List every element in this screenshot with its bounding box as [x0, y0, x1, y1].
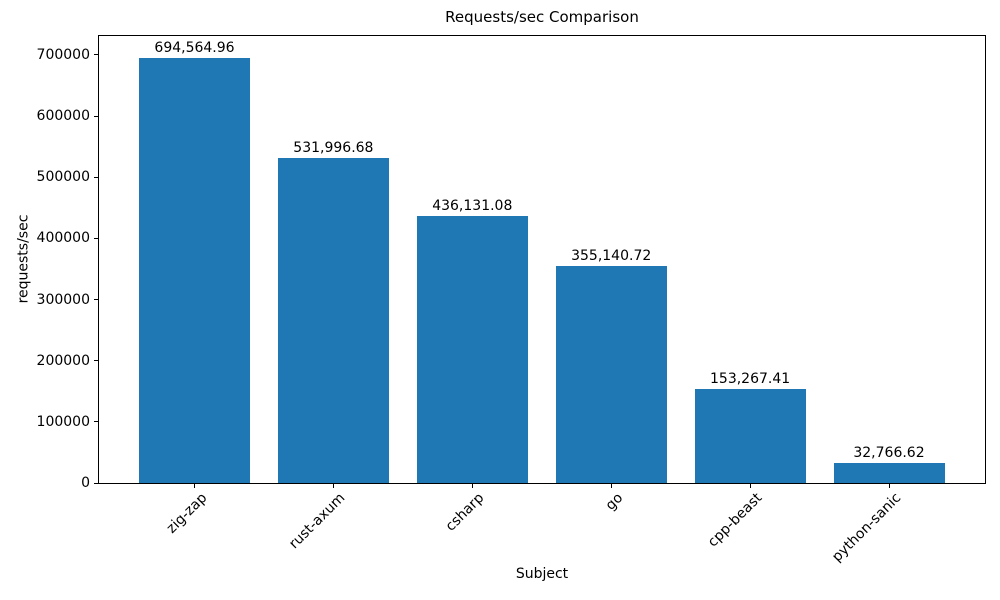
y-axis-label: requests/sec [15, 214, 32, 304]
y-tick [94, 482, 98, 484]
x-tick [471, 484, 473, 488]
y-tick-label: 700000 [36, 46, 90, 63]
x-tick-label: rust-axum [286, 490, 349, 553]
bar-csharp [416, 216, 528, 483]
y-tick-label: 600000 [36, 108, 90, 125]
bar-python-sanic [833, 462, 945, 483]
bar-zig-zap [139, 58, 250, 483]
x-tick-label: python-sanic [829, 490, 905, 566]
bar-value-label: 153,267.41 [710, 371, 791, 388]
bar-value-label: 32,766.62 [853, 444, 925, 461]
y-tick [94, 360, 98, 362]
bar-value-label: 436,131.08 [432, 198, 513, 215]
y-tick-label: 300000 [36, 291, 90, 308]
y-tick-label: 200000 [36, 352, 90, 369]
y-tick [94, 176, 98, 178]
x-tick-label: csharp [442, 490, 488, 535]
y-tick-label: 500000 [36, 169, 90, 186]
bar-value-label: 694,564.96 [154, 40, 235, 57]
x-tick [610, 484, 612, 488]
x-tick [194, 484, 195, 488]
bar-go [555, 265, 667, 483]
y-tick [94, 237, 98, 239]
y-tick-label: 400000 [36, 230, 90, 247]
bar-rust-axum [277, 157, 389, 483]
x-tick [888, 484, 890, 488]
x-tick-label: cpp-beast [705, 490, 766, 551]
x-tick-label: go [602, 490, 627, 514]
y-tick-label: 0 [81, 475, 90, 491]
bar-value-label: 531,996.68 [293, 139, 374, 156]
y-tick [94, 54, 98, 56]
x-tick [332, 484, 334, 488]
y-tick-label: 100000 [36, 413, 90, 430]
bar-value-label: 355,140.72 [571, 247, 652, 264]
chart-title: Requests/sec Comparison [445, 8, 639, 26]
y-tick [94, 115, 98, 117]
x-axis-label: Subject [515, 566, 569, 582]
y-tick [94, 299, 98, 301]
x-tick [749, 484, 751, 488]
y-tick [94, 421, 98, 423]
bar-cpp-beast [694, 389, 806, 483]
x-tick-label: zig-zap [163, 490, 210, 537]
